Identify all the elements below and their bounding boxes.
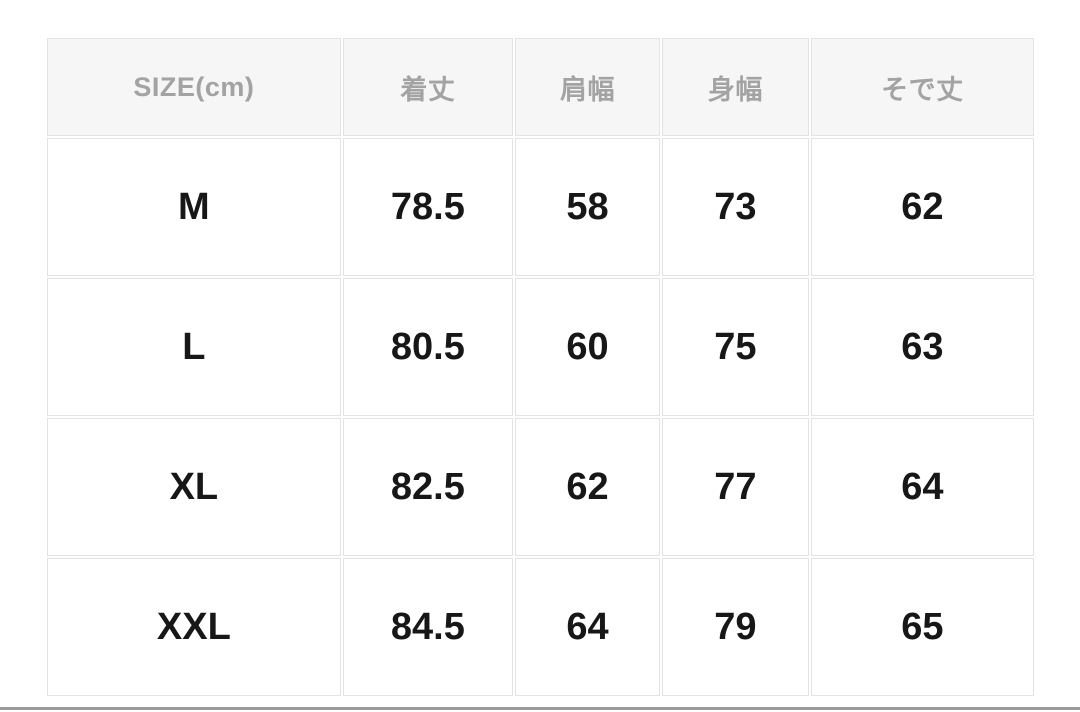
- measurement-cell: 60: [515, 278, 660, 416]
- measurement-cell: 84.5: [342, 558, 514, 696]
- size-cell: XXL: [47, 558, 341, 696]
- measurement-cell: 79: [661, 558, 809, 696]
- table-row-xxl: XXL 84.5 64 79 65: [47, 558, 1034, 696]
- column-header-body-length: 着丈: [342, 38, 514, 136]
- size-cell: L: [47, 278, 341, 416]
- measurement-cell: 64: [515, 558, 660, 696]
- size-chart-table: SIZE(cm) 着丈 肩幅 身幅 そで丈 M 78.5 58 73 62 L …: [45, 36, 1036, 698]
- column-header-shoulder-width: 肩幅: [515, 38, 660, 136]
- measurement-cell: 80.5: [342, 278, 514, 416]
- measurement-cell: 65: [810, 558, 1034, 696]
- bottom-divider-bar: [0, 707, 1080, 710]
- measurement-cell: 75: [661, 278, 809, 416]
- header-row: SIZE(cm) 着丈 肩幅 身幅 そで丈: [47, 38, 1034, 136]
- column-header-size: SIZE(cm): [47, 38, 341, 136]
- measurement-cell: 82.5: [342, 418, 514, 556]
- measurement-cell: 62: [810, 138, 1034, 276]
- size-chart-container: SIZE(cm) 着丈 肩幅 身幅 そで丈 M 78.5 58 73 62 L …: [45, 36, 1036, 698]
- size-chart-body: M 78.5 58 73 62 L 80.5 60 75 63 XL 82.5 …: [47, 138, 1034, 696]
- size-cell: XL: [47, 418, 341, 556]
- measurement-cell: 73: [661, 138, 809, 276]
- measurement-cell: 78.5: [342, 138, 514, 276]
- measurement-cell: 63: [810, 278, 1034, 416]
- measurement-cell: 58: [515, 138, 660, 276]
- table-row-m: M 78.5 58 73 62: [47, 138, 1034, 276]
- column-header-sleeve-length: そで丈: [810, 38, 1034, 136]
- measurement-cell: 64: [810, 418, 1034, 556]
- table-row-xl: XL 82.5 62 77 64: [47, 418, 1034, 556]
- size-chart-header: SIZE(cm) 着丈 肩幅 身幅 そで丈: [47, 38, 1034, 136]
- table-row-l: L 80.5 60 75 63: [47, 278, 1034, 416]
- measurement-cell: 77: [661, 418, 809, 556]
- column-header-body-width: 身幅: [661, 38, 809, 136]
- size-cell: M: [47, 138, 341, 276]
- measurement-cell: 62: [515, 418, 660, 556]
